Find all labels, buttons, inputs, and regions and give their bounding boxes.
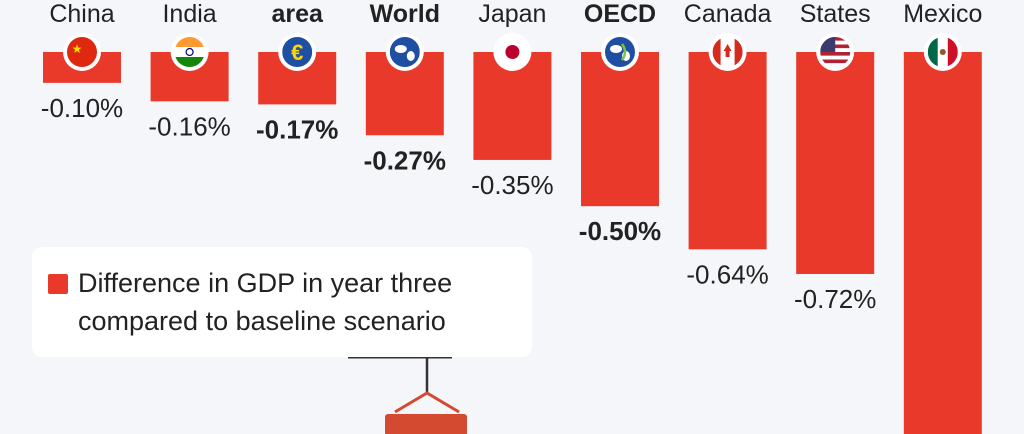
bar-canada [688,52,767,250]
bar-mexico [903,52,982,434]
legend: Difference in GDP in year three compared… [32,247,532,357]
united-states-flag-icon [816,33,855,71]
india-flag-icon [170,33,209,71]
category-label: area [271,0,324,28]
category-label: States [800,0,871,28]
category-label: Canada [684,0,772,28]
euro-icon: € [278,33,317,71]
oecd-globe-icon [601,33,639,71]
bar-states [796,52,875,274]
value-label: -0.10% [41,93,123,123]
legend-label: Difference in GDP in year three compared… [78,268,453,336]
category-label: World [370,0,440,28]
bar-oecd [581,52,659,207]
svg-text:★: ★ [72,42,83,56]
category-label: Japan [478,0,546,28]
value-label: -0.27% [364,145,446,175]
value-label: -0.72% [794,284,876,314]
value-label: -0.64% [686,259,768,289]
legend-swatch [48,274,68,294]
canada-flag-icon [708,33,747,71]
japan-flag-icon [493,33,532,71]
value-label: -0.50% [579,216,661,246]
svg-text:€: € [291,40,303,65]
value-label: -0.17% [256,114,338,144]
china-flag-icon: ★ [63,33,101,71]
container-crane-decoration [348,355,467,434]
category-label: OECD [584,0,656,28]
value-label: -0.16% [148,111,230,141]
value-label: -0.35% [471,170,553,200]
category-label: China [49,0,114,28]
category-label: India [162,0,216,28]
category-label: Mexico [903,0,982,28]
world-globe-icon [385,33,424,71]
mexico-flag-icon [923,33,962,71]
